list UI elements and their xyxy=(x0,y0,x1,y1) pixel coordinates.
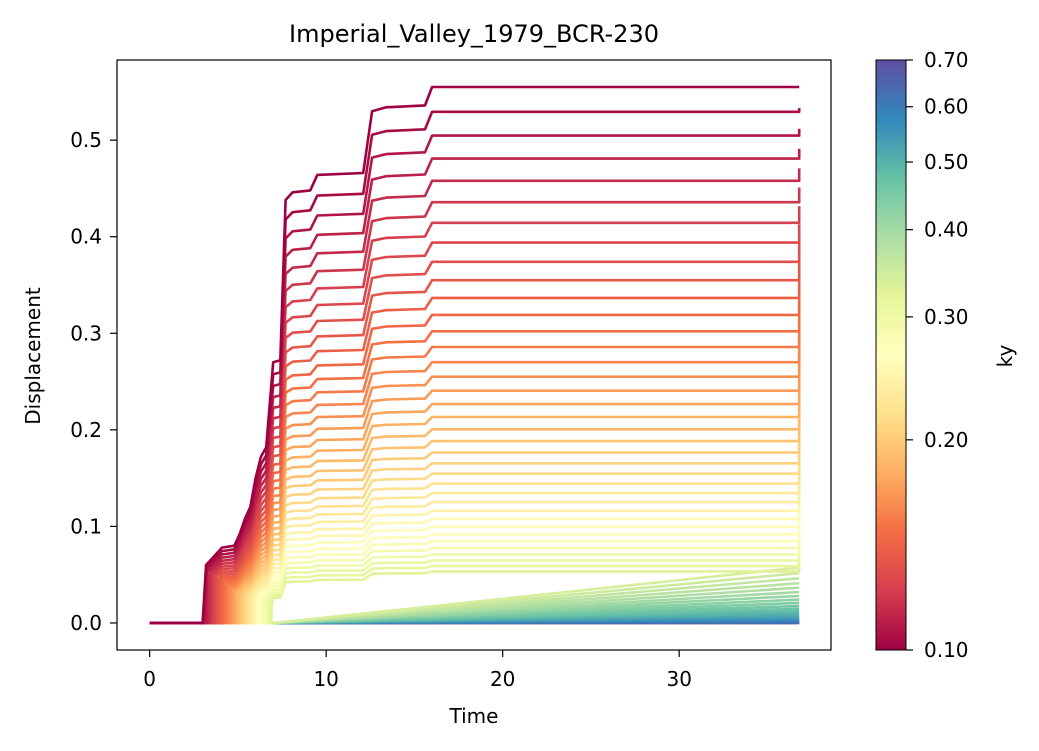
x-axis-label: Time xyxy=(449,704,499,728)
colorbar-tick-label: 0.50 xyxy=(924,150,969,174)
colorbar-tick-label: 0.20 xyxy=(924,428,969,452)
colorbar-tick-label: 0.10 xyxy=(924,638,969,662)
y-axis-ticks: 0.0 0.1 0.2 0.3 0.4 0.5 xyxy=(70,128,117,635)
chart-title: Imperial_Valley_1979_BCR-230 xyxy=(289,20,659,48)
series-line xyxy=(149,85,800,625)
colorbar-tick-label: 0.60 xyxy=(924,95,969,119)
series-line xyxy=(149,561,801,625)
x-tick-label: 10 xyxy=(313,667,338,691)
y-tick-label: 0.1 xyxy=(70,514,102,538)
y-tick-label: 0.4 xyxy=(70,225,102,249)
y-tick-label: 0.2 xyxy=(70,418,102,442)
y-axis-label: Displacement xyxy=(21,287,45,425)
y-tick-label: 0.5 xyxy=(70,128,102,152)
y-tick-label: 0.3 xyxy=(70,321,102,345)
colorbar-tick-label: 0.70 xyxy=(924,48,969,72)
series-line xyxy=(149,555,801,625)
colorbar xyxy=(875,59,907,651)
series-lines xyxy=(149,85,801,625)
plot-frame xyxy=(116,59,832,651)
x-tick-label: 20 xyxy=(490,667,515,691)
colorbar-ticks: 0.10 0.20 0.30 0.40 0.50 0.60 0.70 xyxy=(906,48,969,662)
series-line xyxy=(149,542,801,625)
colorbar-label: ky xyxy=(993,344,1017,367)
x-tick-label: 0 xyxy=(143,667,156,691)
x-axis-ticks: 0 10 20 30 xyxy=(143,650,692,691)
colorbar-tick-label: 0.30 xyxy=(924,305,969,329)
series-line xyxy=(149,548,801,625)
colorbar-tick-label: 0.40 xyxy=(924,218,969,242)
y-tick-label: 0.0 xyxy=(70,611,102,635)
x-tick-label: 30 xyxy=(666,667,691,691)
